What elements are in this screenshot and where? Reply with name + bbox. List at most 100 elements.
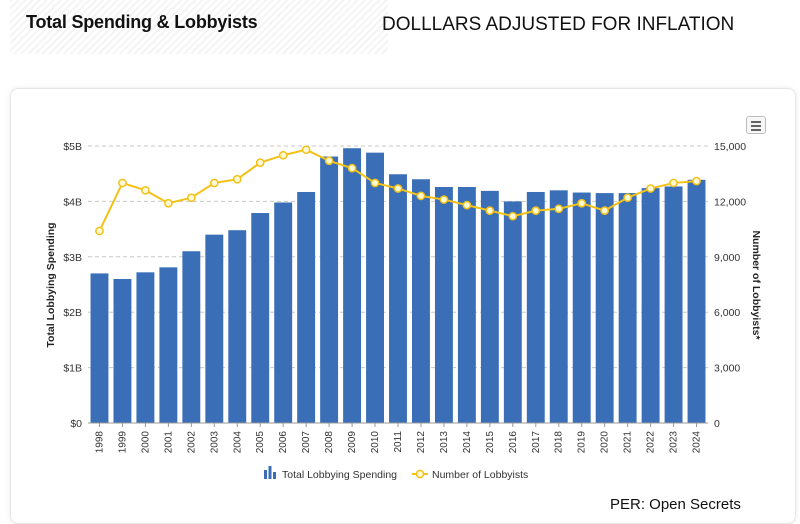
line-series: [95, 145, 701, 236]
legend-item-spending[interactable]: Total Lobbying Spending: [264, 466, 397, 481]
x-tick-label: 2016: [508, 431, 519, 454]
bar-2006[interactable]: [274, 202, 293, 423]
y-tick-label: $1B: [63, 363, 82, 375]
bar-2023[interactable]: [664, 186, 683, 423]
x-tick-label: 2024: [692, 431, 703, 454]
bar-series: [90, 148, 706, 423]
y2-tick-label: 0: [714, 418, 720, 430]
page-title: Total Spending & Lobbyists: [26, 12, 258, 32]
point-2006[interactable]: [278, 150, 288, 160]
y-tick-label: $5B: [63, 141, 82, 153]
point-2008[interactable]: [324, 156, 334, 166]
bar-2019[interactable]: [572, 192, 591, 423]
bar-1998[interactable]: [90, 273, 109, 423]
hamburger-menu-icon[interactable]: [746, 116, 766, 134]
x-tick-label: 1999: [117, 431, 128, 454]
point-2021[interactable]: [623, 193, 632, 203]
point-2012[interactable]: [416, 191, 426, 201]
x-tick-label: 2006: [278, 431, 289, 454]
legend-label-spending: Total Lobbying Spending: [282, 469, 397, 481]
x-tick-label: 2020: [600, 431, 611, 454]
y-tick-label: $2B: [63, 307, 82, 319]
bar-2016[interactable]: [503, 201, 522, 423]
bar-2018[interactable]: [549, 190, 568, 423]
point-2019[interactable]: [577, 198, 587, 208]
point-2013[interactable]: [439, 195, 449, 204]
x-tick-label: 2000: [140, 431, 151, 454]
bar-2015[interactable]: [480, 190, 499, 423]
bar-2004[interactable]: [228, 230, 247, 423]
y2-tick-label: 6,000: [714, 307, 740, 319]
point-2004[interactable]: [232, 174, 242, 184]
x-tick-label: 1998: [94, 431, 105, 454]
x-tick-label: 2018: [554, 431, 565, 454]
point-2003[interactable]: [209, 178, 219, 188]
point-2010[interactable]: [370, 178, 380, 188]
bar-2005[interactable]: [251, 213, 270, 423]
point-1999[interactable]: [118, 178, 127, 188]
line-marker-icon: [412, 469, 428, 479]
x-tick-label: 2023: [669, 431, 680, 454]
x-tick-label: 2003: [209, 431, 220, 454]
source-note: PER: Open Secrets: [610, 496, 741, 513]
point-2002[interactable]: [186, 193, 196, 203]
y-tick-label: $4B: [63, 196, 82, 208]
bar-2024[interactable]: [687, 179, 706, 423]
bar-2012[interactable]: [412, 179, 430, 423]
bar-1999[interactable]: [113, 278, 132, 423]
point-2005[interactable]: [255, 158, 265, 167]
point-2001[interactable]: [164, 198, 173, 208]
y2-tick-label: 9,000: [714, 252, 740, 264]
legend: Total Lobbying Spending Number of Lobbyi…: [264, 466, 528, 481]
header-band: [10, 0, 388, 54]
bar-chart-icon: [264, 466, 276, 479]
legend-item-lobbyists[interactable]: Number of Lobbyists: [412, 469, 528, 481]
bar-2007[interactable]: [297, 191, 316, 423]
x-tick-label: 2004: [232, 431, 243, 454]
axes: $0 0 $1B 3,000 $2B 6,000 $3B 9,000 $4B 12,000 $5B 1…: [63, 141, 746, 453]
point-2011[interactable]: [393, 184, 403, 193]
point-1998[interactable]: [95, 226, 104, 236]
point-2023[interactable]: [669, 178, 678, 188]
point-2007[interactable]: [301, 145, 311, 155]
point-2024[interactable]: [692, 176, 701, 186]
point-2020[interactable]: [600, 206, 610, 215]
point-2000[interactable]: [141, 185, 150, 195]
point-2014[interactable]: [462, 200, 472, 210]
point-2009[interactable]: [347, 163, 357, 173]
bar-2017[interactable]: [526, 191, 545, 423]
bar-2008[interactable]: [320, 156, 339, 423]
bar-2021[interactable]: [618, 193, 637, 423]
y2-axis-title: Number of Lobbyists*: [750, 230, 762, 340]
bar-2013[interactable]: [434, 186, 453, 423]
x-tick-label: 2005: [255, 431, 266, 454]
x-tick-label: 2008: [324, 431, 335, 454]
page-subtitle: DOLLLARS ADJUSTED FOR INFLATION: [382, 14, 735, 35]
x-tick-label: 2011: [393, 431, 404, 453]
x-tick-label: 2001: [163, 431, 174, 454]
x-tick-label: 2010: [370, 431, 381, 454]
bar-2009[interactable]: [343, 148, 362, 423]
bar-2022[interactable]: [641, 188, 660, 423]
bar-2002[interactable]: [182, 251, 201, 423]
point-2015[interactable]: [485, 206, 495, 215]
x-tick-label: 2013: [439, 431, 450, 454]
x-tick-label: 2014: [462, 431, 473, 454]
point-2018[interactable]: [554, 204, 564, 214]
x-tick-label: 2002: [186, 431, 197, 454]
point-2022[interactable]: [646, 184, 655, 193]
point-2017[interactable]: [531, 206, 541, 215]
y2-tick-label: 15,000: [714, 141, 746, 153]
bar-2014[interactable]: [457, 186, 476, 423]
bar-2001[interactable]: [159, 267, 178, 423]
x-tick-label: 2007: [301, 431, 312, 454]
point-2016[interactable]: [508, 211, 518, 221]
bar-2000[interactable]: [136, 272, 155, 423]
x-tick-label: 2015: [485, 431, 496, 454]
bar-2003[interactable]: [205, 234, 224, 423]
y2-tick-label: 3,000: [714, 363, 740, 375]
bar-2020[interactable]: [595, 193, 614, 423]
bar-2011[interactable]: [389, 174, 407, 423]
bar-2010[interactable]: [366, 152, 384, 423]
